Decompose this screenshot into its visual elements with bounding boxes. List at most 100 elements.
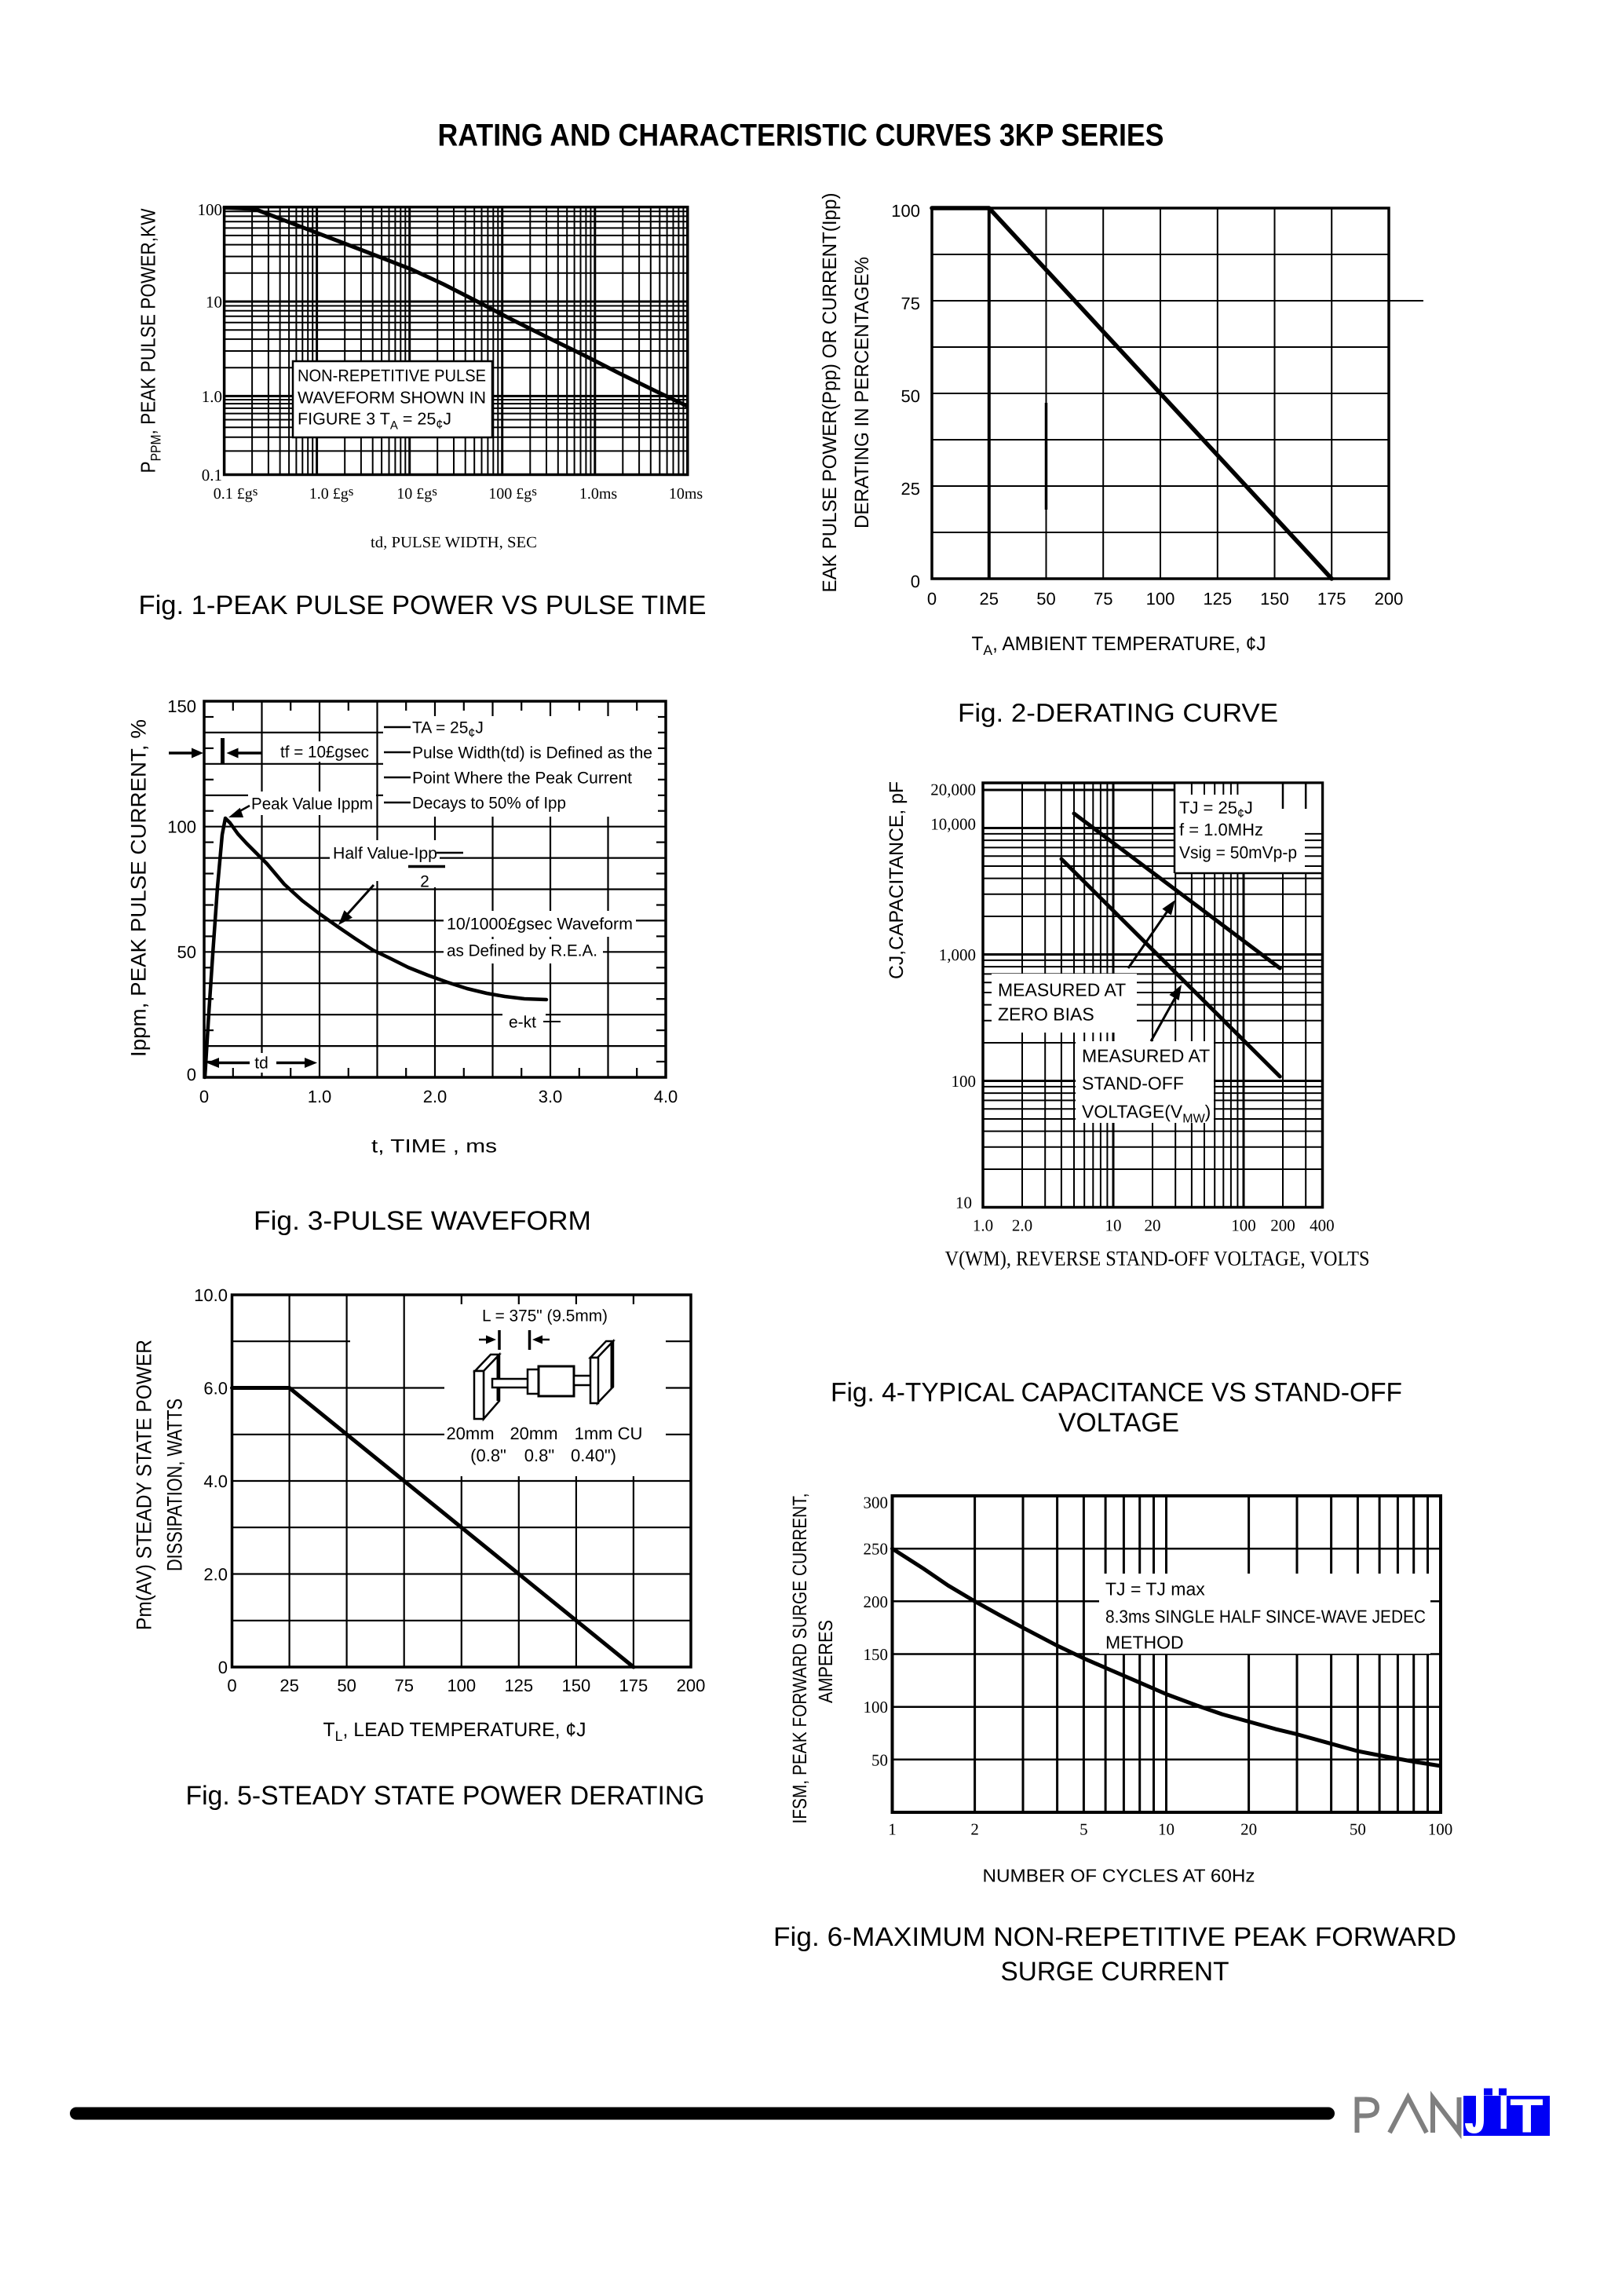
svg-text:Decays to 50% of Ipp: Decays to 50% of Ipp xyxy=(412,795,566,813)
svg-text:Fig. 3-PULSE WAVEFORM: Fig. 3-PULSE WAVEFORM xyxy=(254,1206,591,1236)
svg-text:Point Where the Peak Current: Point Where the Peak Current xyxy=(412,770,632,788)
svg-text:1.0 £gs: 1.0 £gs xyxy=(309,484,354,503)
svg-text:tf = 10£gsec: tf = 10£gsec xyxy=(280,744,369,762)
svg-text:SURGE CURRENT: SURGE CURRENT xyxy=(1001,1957,1229,1987)
svg-text:20mm: 20mm xyxy=(510,1424,557,1443)
svg-text:Fig. 5-STEADY STATE POWER DERA: Fig. 5-STEADY STATE POWER DERATING xyxy=(186,1781,705,1811)
svg-text:100: 100 xyxy=(864,1698,889,1717)
svg-text:200: 200 xyxy=(677,1676,706,1695)
svg-text:75: 75 xyxy=(901,294,920,313)
svg-text:DERATING IN PERCENTAGE%: DERATING IN PERCENTAGE% xyxy=(851,257,873,528)
svg-text:Peak Value Ippm: Peak Value Ippm xyxy=(251,795,373,813)
svg-text:25: 25 xyxy=(279,1676,298,1695)
svg-text:Ippm, PEAK PULSE CURRENT, %: Ippm, PEAK PULSE CURRENT, % xyxy=(127,719,151,1057)
svg-text:0: 0 xyxy=(227,1676,236,1695)
svg-text:1.0: 1.0 xyxy=(308,1087,332,1106)
svg-text:Fig. 2-DERATING CURVE: Fig. 2-DERATING CURVE xyxy=(958,698,1278,727)
svg-text:0: 0 xyxy=(218,1658,228,1677)
svg-text:MEASURED AT: MEASURED AT xyxy=(1082,1045,1210,1066)
svg-text:150: 150 xyxy=(167,696,196,716)
svg-text:V(WM), REVERSE STAND-OFF VOLTA: V(WM), REVERSE STAND-OFF VOLTAGE, VOLTS xyxy=(945,1247,1370,1270)
svg-text:150: 150 xyxy=(864,1645,889,1664)
svg-text:50: 50 xyxy=(337,1676,356,1695)
svg-text:10: 10 xyxy=(1105,1216,1122,1235)
svg-text:4.0: 4.0 xyxy=(203,1472,228,1491)
svg-text:Fig. 6-MAXIMUM NON-REPETITIVE: Fig. 6-MAXIMUM NON-REPETITIVE PEAK FORWA… xyxy=(773,1922,1456,1952)
svg-text:50: 50 xyxy=(1036,589,1055,609)
svg-text:Pm(AV) STEADY STATE POWER: Pm(AV) STEADY STATE POWER xyxy=(133,1340,156,1630)
svg-text:1.0: 1.0 xyxy=(202,387,222,406)
svg-text:2: 2 xyxy=(420,873,429,891)
svg-text:2.0: 2.0 xyxy=(1012,1216,1032,1235)
svg-text:METHOD: METHOD xyxy=(1105,1632,1184,1652)
svg-text:200: 200 xyxy=(864,1592,889,1611)
svg-text:Fig. 4-TYPICAL CAPACITANCE VS: Fig. 4-TYPICAL CAPACITANCE VS STAND-OFF xyxy=(831,1378,1402,1408)
svg-text:100: 100 xyxy=(1146,589,1175,609)
svg-text:2.0: 2.0 xyxy=(423,1087,448,1106)
svg-text:10: 10 xyxy=(1158,1820,1174,1839)
svg-text:e-kt: e-kt xyxy=(509,1014,536,1032)
svg-text:10ms: 10ms xyxy=(669,485,703,503)
svg-text:100: 100 xyxy=(447,1676,476,1695)
svg-text:Half Value-Ipp: Half Value-Ipp xyxy=(333,845,437,863)
svg-text:200: 200 xyxy=(1270,1216,1295,1235)
svg-text:200: 200 xyxy=(1375,589,1404,609)
svg-text:8.3ms SINGLE HALF SINCE-WAVE J: 8.3ms SINGLE HALF SINCE-WAVE JEDEC xyxy=(1105,1606,1426,1626)
svg-text:NON-REPETITIVE PULSE: NON-REPETITIVE PULSE xyxy=(298,367,486,386)
svg-text:20mm: 20mm xyxy=(446,1424,494,1443)
svg-text:0: 0 xyxy=(911,572,920,591)
svg-text:20: 20 xyxy=(1240,1820,1257,1839)
svg-text:25: 25 xyxy=(980,589,999,609)
svg-text:Fig. 1-PEAK PULSE POWER VS PUL: Fig. 1-PEAK PULSE POWER VS PULSE TIME xyxy=(139,590,707,620)
svg-text:MEASURED AT: MEASURED AT xyxy=(998,979,1126,1000)
svg-text:td: td xyxy=(254,1055,269,1073)
svg-text:0.8": 0.8" xyxy=(524,1446,554,1465)
svg-text:175: 175 xyxy=(1317,589,1346,609)
svg-text:0: 0 xyxy=(199,1087,209,1106)
svg-text:IFSM, PEAK FORWARD SURGE CURRE: IFSM, PEAK FORWARD SURGE CURRENT, xyxy=(789,1493,811,1824)
svg-text:20: 20 xyxy=(1145,1216,1161,1235)
svg-text:10.0: 10.0 xyxy=(194,1285,228,1305)
svg-text:EAK PULSE POWER(Ppp) OR CURREN: EAK PULSE POWER(Ppp) OR CURRENT(Ipp) xyxy=(819,193,841,593)
svg-text:100: 100 xyxy=(167,817,196,837)
svg-text:50: 50 xyxy=(177,942,196,962)
svg-text:10: 10 xyxy=(206,293,222,312)
svg-text:1.0: 1.0 xyxy=(973,1216,993,1235)
svg-text:RATING AND CHARACTERISTIC CURV: RATING AND CHARACTERISTIC CURVES 3KP SER… xyxy=(438,118,1164,152)
svg-text:100: 100 xyxy=(1428,1820,1453,1839)
svg-text:td, PULSE WIDTH, SEC: td, PULSE WIDTH, SEC xyxy=(371,534,537,551)
svg-text:125: 125 xyxy=(1203,589,1232,609)
svg-text:100 £gs: 100 £gs xyxy=(488,484,537,503)
svg-text:100: 100 xyxy=(952,1072,977,1091)
svg-text:125: 125 xyxy=(504,1676,533,1695)
svg-text:0.1: 0.1 xyxy=(202,466,222,484)
svg-text:DISSIPATION, WATTS: DISSIPATION, WATTS xyxy=(163,1398,187,1571)
svg-text:1,000: 1,000 xyxy=(939,945,976,964)
svg-text:50: 50 xyxy=(871,1750,888,1769)
svg-text:10: 10 xyxy=(955,1194,972,1212)
svg-text:75: 75 xyxy=(394,1676,413,1695)
svg-text:as Defined by R.E.A.: as Defined by R.E.A. xyxy=(447,942,597,960)
svg-text:(0.8": (0.8" xyxy=(470,1446,506,1465)
svg-text:L = 375" (9.5mm): L = 375" (9.5mm) xyxy=(482,1307,608,1325)
svg-text:NUMBER OF CYCLES AT 60Hz: NUMBER OF CYCLES AT 60Hz xyxy=(983,1865,1255,1885)
svg-text:300: 300 xyxy=(864,1493,889,1512)
svg-text:25: 25 xyxy=(901,479,920,499)
svg-text:0: 0 xyxy=(927,589,937,609)
svg-text:250: 250 xyxy=(864,1540,889,1559)
svg-text:VOLTAGE: VOLTAGE xyxy=(1058,1408,1179,1438)
svg-text:0.1 £gs: 0.1 £gs xyxy=(214,484,258,503)
svg-text:TA, AMBIENT TEMPERATURE, ¢J: TA, AMBIENT TEMPERATURE, ¢J xyxy=(972,633,1266,658)
svg-text:AMPERES: AMPERES xyxy=(815,1620,837,1703)
svg-text:TJ = TJ max: TJ = TJ max xyxy=(1105,1578,1205,1599)
svg-text:t, TIME , ms: t, TIME , ms xyxy=(371,1136,497,1157)
svg-text:4.0: 4.0 xyxy=(654,1087,678,1106)
svg-text:10 £gs: 10 £gs xyxy=(396,484,437,503)
svg-text:150: 150 xyxy=(1260,589,1289,609)
svg-text:1.0ms: 1.0ms xyxy=(579,485,618,503)
svg-text:3.0: 3.0 xyxy=(539,1087,563,1106)
svg-text:0.40"): 0.40") xyxy=(571,1446,616,1465)
svg-text:10,000: 10,000 xyxy=(930,815,976,834)
svg-text:50: 50 xyxy=(901,386,920,406)
svg-text:TL, LEAD TEMPERATURE, ¢J: TL, LEAD TEMPERATURE, ¢J xyxy=(323,1719,586,1744)
